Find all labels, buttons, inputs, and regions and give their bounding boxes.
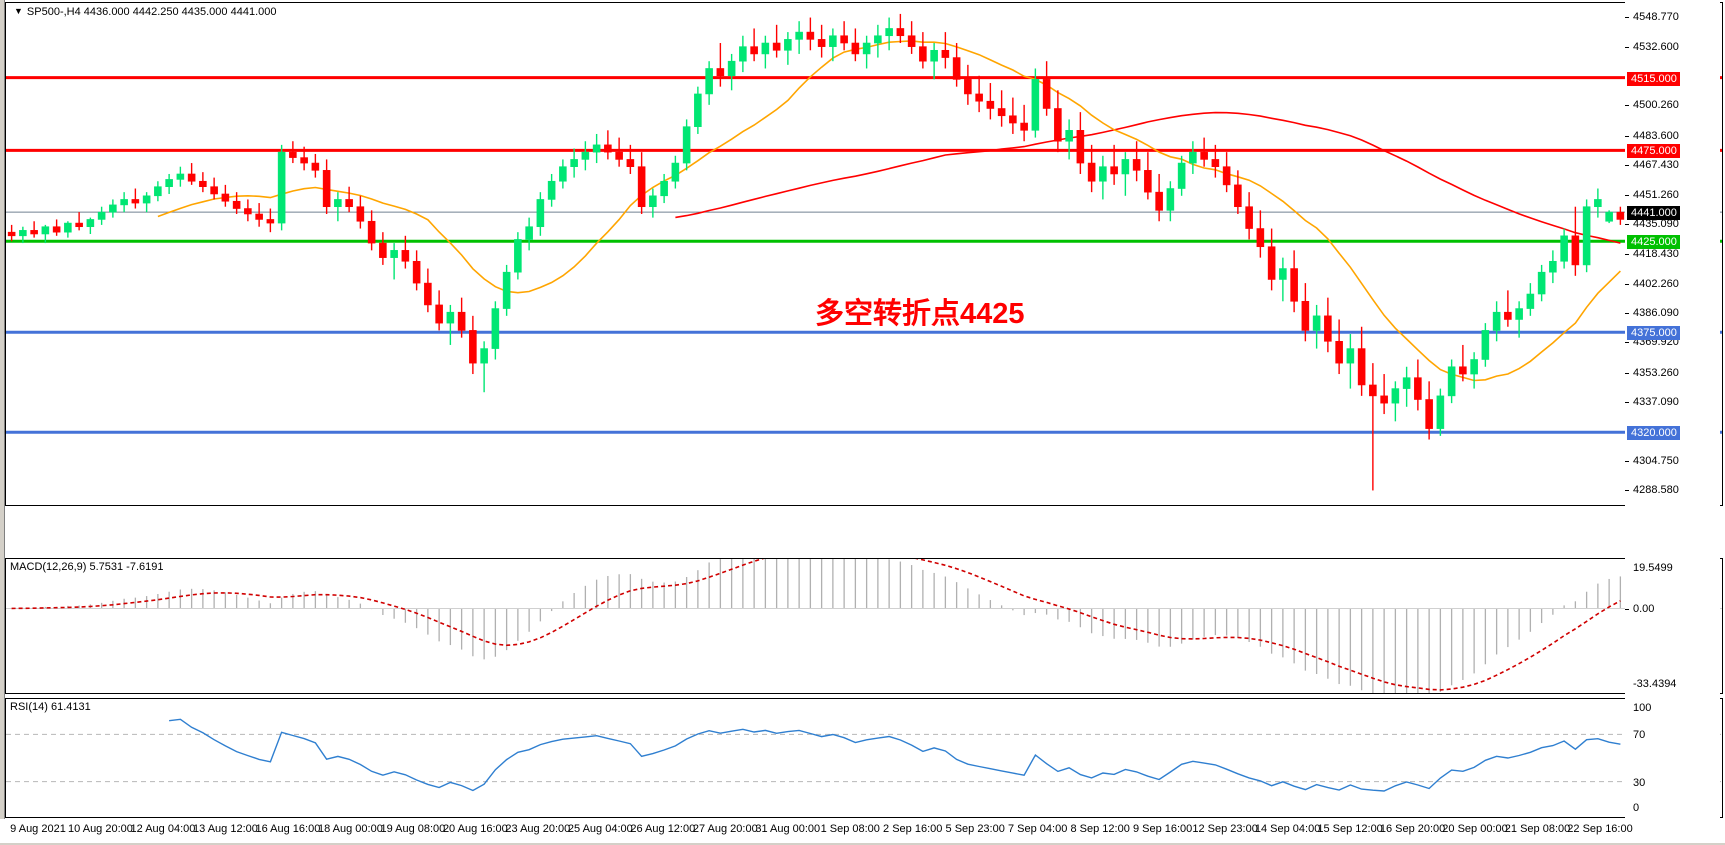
rsi-canvas xyxy=(6,718,1722,792)
macd-canvas xyxy=(6,559,1722,693)
price-tick-label: 4337.090 xyxy=(1633,396,1679,409)
time-axis-label: 23 Aug 20:00 xyxy=(505,823,571,835)
time-axis-label: 16 Aug 16:00 xyxy=(255,823,321,835)
price-tick-mark xyxy=(1625,490,1629,492)
price-tick-label: 4435.090 xyxy=(1633,217,1679,230)
price-tick-label: 4386.090 xyxy=(1633,307,1679,320)
price-level-tag[interactable]: 4475.000 xyxy=(1627,144,1680,159)
rsi-tick-label: 30 xyxy=(1633,776,1646,789)
time-axis-label: 31 Aug 00:00 xyxy=(755,823,821,835)
window-left-edge xyxy=(0,0,5,845)
macd-label: MACD(12,26,9) 5.7531 -7.6191 xyxy=(10,561,164,573)
price-level-tag[interactable]: 4320.000 xyxy=(1627,426,1680,441)
rsi-tick-label: 0 xyxy=(1633,802,1640,814)
time-axis-label: 27 Aug 20:00 xyxy=(692,823,758,835)
time-axis-label: 10 Aug 20:00 xyxy=(68,823,133,835)
macd-histogram xyxy=(22,559,1622,693)
price-tick-mark xyxy=(1625,105,1629,107)
time-axis-label: 25 Aug 04:00 xyxy=(567,823,633,835)
time-axis-label: 21 Sep 08:00 xyxy=(1504,823,1571,835)
price-tick-label: 4548.770 xyxy=(1633,11,1679,24)
macd-panel[interactable] xyxy=(5,558,1723,694)
price-tick-mark xyxy=(1625,254,1629,256)
time-axis-label: 14 Sep 04:00 xyxy=(1254,823,1321,835)
time-axis-label: 12 Aug 04:00 xyxy=(130,823,196,835)
time-axis-label: 18 Aug 00:00 xyxy=(317,823,383,835)
price-level-tag[interactable]: 4441.000 xyxy=(1627,206,1680,221)
macd-tick-label: 19.5499 xyxy=(1633,562,1673,574)
price-tick-label: 4483.600 xyxy=(1633,129,1679,142)
price-tick-mark xyxy=(1625,402,1629,404)
time-axis-label: 15 Sep 12:00 xyxy=(1317,823,1383,835)
time-axis-label: 1 Sep 08:00 xyxy=(820,823,880,835)
rsi-tick-label: 100 xyxy=(1633,702,1652,714)
price-level-tag[interactable]: 4425.000 xyxy=(1627,235,1680,250)
rsi-axis: 100 70 30 0 xyxy=(1625,698,1720,818)
price-tick-label: 4500.260 xyxy=(1633,99,1679,112)
price-level-tag[interactable]: 4515.000 xyxy=(1627,71,1680,86)
time-axis-label: 12 Sep 23:00 xyxy=(1192,823,1258,835)
time-axis-label: 9 Aug 2021 xyxy=(10,823,66,835)
chart-annotation-text: 多空转折点4425 xyxy=(815,298,1025,330)
price-tick-label: 4304.750 xyxy=(1633,454,1679,467)
time-axis-label: 16 Sep 20:00 xyxy=(1379,823,1446,835)
price-tick-mark xyxy=(1625,46,1629,48)
price-tick-label: 4288.580 xyxy=(1633,484,1679,497)
time-axis-label: 9 Sep 16:00 xyxy=(1132,823,1193,835)
window-bottom-edge xyxy=(0,842,1725,845)
time-axis-label: 5 Sep 23:00 xyxy=(945,823,1005,835)
price-tick-mark xyxy=(1625,313,1629,315)
time-axis-label: 13 Aug 12:00 xyxy=(193,823,258,835)
price-tick-mark xyxy=(1625,194,1629,196)
macd-tick-label: 0.00 xyxy=(1633,603,1655,616)
time-axis-label: 8 Sep 12:00 xyxy=(1070,823,1130,835)
macd-tick-mark xyxy=(1625,609,1629,611)
price-tick-label: 4532.600 xyxy=(1633,40,1679,53)
price-axis[interactable]: 4548.770 4532.600 4500.260 4483.600 4467.430… xyxy=(1625,2,1720,506)
price-tick-label: 4418.430 xyxy=(1633,248,1679,261)
symbol-ohlc-label: SP500-,H4 4436.000 4442.250 4435.000 444… xyxy=(26,6,277,18)
time-axis-label: 19 Aug 08:00 xyxy=(380,823,446,835)
macd-axis: 19.5499 0.00 -33.4394 xyxy=(1625,558,1720,694)
price-tick-label: 4451.260 xyxy=(1633,188,1679,201)
price-tick-mark xyxy=(1625,135,1629,137)
collapse-triangle-icon[interactable]: ▼ xyxy=(14,6,23,16)
time-axis-label: 2 Sep 16:00 xyxy=(883,823,943,835)
macd-tick-label: -33.4394 xyxy=(1633,678,1677,690)
price-tick-mark xyxy=(1625,342,1629,344)
rsi-tick-label: 70 xyxy=(1633,729,1646,742)
rsi-panel[interactable] xyxy=(5,698,1723,818)
price-tick-mark xyxy=(1625,372,1629,374)
price-tick-label: 4467.430 xyxy=(1633,159,1679,172)
price-tick-mark xyxy=(1625,17,1629,19)
candlestick-series xyxy=(7,13,1625,491)
price-tick-mark xyxy=(1625,223,1629,225)
price-tick-label: 4353.260 xyxy=(1633,366,1679,379)
price-tick-mark xyxy=(1625,460,1629,462)
symbol-header[interactable]: ▼ SP500-,H4 4436.000 4442.250 4435.000 44… xyxy=(14,6,276,18)
time-axis-label: 7 Sep 04:00 xyxy=(1008,823,1068,835)
price-tick-mark xyxy=(1625,283,1629,285)
time-axis-label: 26 Aug 12:00 xyxy=(630,823,696,835)
price-tick-mark xyxy=(1625,165,1629,167)
time-axis: 9 Aug 2021 10 Aug 20:00 12 Aug 04:00 13 Aug… xyxy=(0,819,1725,843)
time-axis-label: 20 Sep 00:00 xyxy=(1442,823,1508,835)
rsi-label: RSI(14) 61.4131 xyxy=(10,701,91,713)
price-chart-panel[interactable] xyxy=(5,2,1723,506)
time-axis-label: 22 Sep 16:00 xyxy=(1567,823,1633,835)
price-chart-canvas xyxy=(6,13,1722,491)
time-axis-label: 20 Aug 16:00 xyxy=(442,823,508,835)
price-level-tag[interactable]: 4375.000 xyxy=(1627,326,1680,341)
price-tick-label: 4402.260 xyxy=(1633,277,1679,290)
